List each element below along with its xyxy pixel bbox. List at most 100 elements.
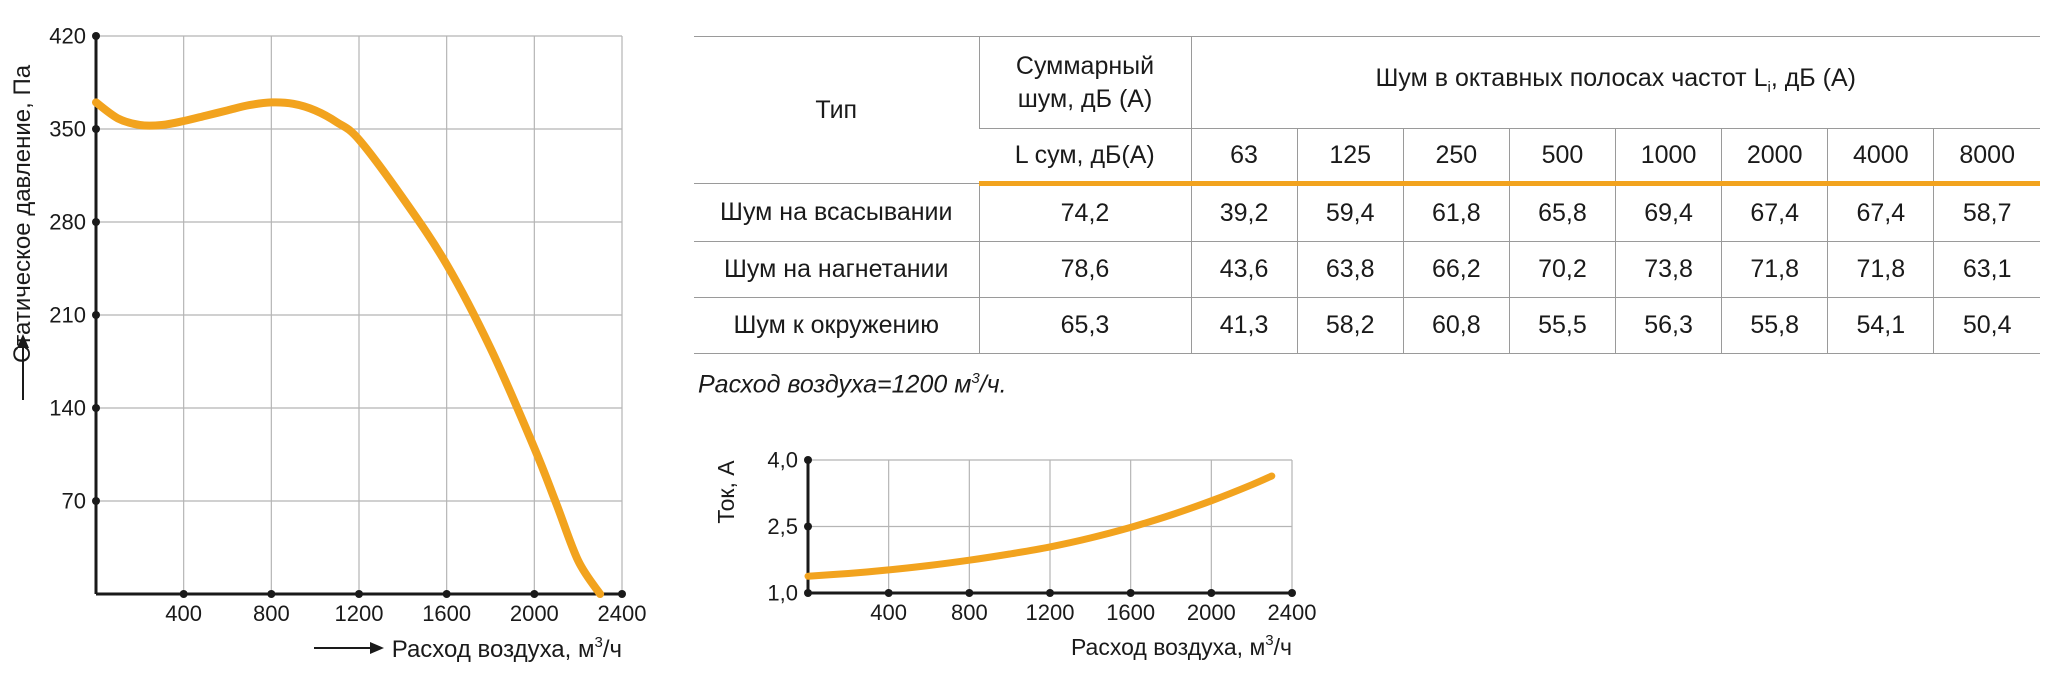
pressure-axis-marks: 400 800 1200 1600 2000 2400 70 140 210 280 350 420 <box>49 24 646 626</box>
cell: 58,7 <box>1933 183 2040 242</box>
pressure-ylabel: Статическое давление, Па <box>9 64 36 363</box>
header-octave: Шум в октавных полосах частот Li, дБ (А) <box>1190 36 2040 129</box>
x-tick-dot <box>618 590 626 598</box>
x-tick-label: 2000 <box>1187 600 1236 625</box>
cell: 61,8 <box>1402 183 1510 242</box>
y-tick-dot <box>92 404 100 412</box>
header-type: Тип <box>694 36 979 184</box>
y-tick-dot <box>92 32 100 40</box>
cell: 39,2 <box>1190 183 1298 242</box>
pressure-curve <box>92 98 605 598</box>
cell: 50,4 <box>1933 297 2040 354</box>
current-ylabel: Ток, А <box>713 460 739 524</box>
header-freq: 125 <box>1296 128 1404 186</box>
y-tick-dot <box>92 311 100 319</box>
x-tick-dot <box>965 589 974 597</box>
x-tick-label: 800 <box>253 601 290 626</box>
y-tick-label: 4,0 <box>767 448 798 473</box>
x-tick-label: 400 <box>165 601 202 626</box>
y-tick-label: 280 <box>49 210 86 235</box>
cell: 41,3 <box>1190 297 1298 354</box>
header-lsum: L сум, дБ(А) <box>979 128 1191 186</box>
y-tick-label: 70 <box>62 489 86 514</box>
x-tick-label: 800 <box>951 600 988 625</box>
cell: 65,8 <box>1508 183 1616 242</box>
header-freq: 8000 <box>1933 128 2040 186</box>
y-tick-label: 350 <box>49 117 86 142</box>
x-tick-label: 1600 <box>422 601 471 626</box>
x-tick-dot <box>1046 589 1054 597</box>
x-tick-label: 1600 <box>1106 600 1155 625</box>
header-freq: 2000 <box>1721 128 1828 186</box>
x-tick-label: 2400 <box>1268 600 1317 625</box>
row-name: Шум на нагнетании <box>694 241 979 298</box>
row-total: 74,2 <box>978 183 1191 242</box>
y-tick-dot <box>92 497 100 505</box>
x-tick-dot <box>179 590 188 598</box>
x-tick-dot <box>884 589 893 597</box>
header-freq: 250 <box>1402 128 1510 186</box>
row-total: 65,3 <box>978 297 1191 354</box>
pressure-grid <box>96 35 623 594</box>
header-total: Суммарный шум, дБ (А) <box>978 36 1191 129</box>
cell: 67,4 <box>1721 183 1828 242</box>
header-freq: 1000 <box>1614 128 1722 186</box>
y-tick-label: 1,0 <box>767 581 798 606</box>
current-axis-marks: 400 800 1200 1600 2000 2400 1,0 2,5 4,0 <box>767 448 1316 625</box>
y-tick-label: 420 <box>49 24 86 49</box>
x-tick-dot <box>1288 589 1296 597</box>
cell: 69,4 <box>1614 183 1722 242</box>
cell: 63,8 <box>1296 241 1404 298</box>
cell: 71,8 <box>1721 241 1828 298</box>
cell: 67,4 <box>1827 183 1934 242</box>
cell: 63,1 <box>1933 241 2040 298</box>
cell: 73,8 <box>1614 241 1722 298</box>
cell: 55,8 <box>1721 297 1828 354</box>
header-freq: 500 <box>1508 128 1616 186</box>
pressure-xlabel: Расход воздуха, м3/ч <box>392 634 622 663</box>
y-tick-label: 210 <box>49 303 86 328</box>
x-tick-dot <box>1126 589 1135 597</box>
cell: 54,1 <box>1827 297 1934 354</box>
x-tick-label: 2000 <box>510 601 559 626</box>
cell: 56,3 <box>1614 297 1722 354</box>
row-total: 78,6 <box>978 241 1191 298</box>
x-tick-label: 400 <box>870 600 907 625</box>
x-tick-label: 2400 <box>598 601 647 626</box>
pressure-y-arrow <box>17 334 29 400</box>
cell: 70,2 <box>1508 241 1616 298</box>
y-tick-dot <box>804 456 812 464</box>
cell: 60,8 <box>1402 297 1510 354</box>
y-tick-label: 140 <box>49 396 86 421</box>
row-name: Шум на всасывании <box>694 183 979 242</box>
current-xlabel: Расход воздуха, м3/ч <box>1071 632 1292 660</box>
table-row: Шум на нагнетании 78,6 43,6 63,8 66,2 70… <box>694 241 2040 298</box>
cell: 59,4 <box>1296 183 1404 242</box>
x-tick-dot <box>442 590 451 598</box>
cell: 43,6 <box>1190 241 1298 298</box>
table-row: Шум на всасывании 74,2 39,2 59,4 61,8 65… <box>694 183 2040 242</box>
y-tick-label: 2,5 <box>767 514 798 539</box>
noise-table: Тип Суммарный шум, дБ (А) Шум в октавных … <box>694 36 2040 354</box>
table-row: Шум к окружению 65,3 41,3 58,2 60,8 55,5… <box>694 297 2040 354</box>
pressure-chart: 400 800 1200 1600 2000 240070140210280350420 … <box>9 24 646 663</box>
current-curve <box>804 472 1276 580</box>
cell: 58,2 <box>1296 297 1404 354</box>
header-freq: 63 <box>1190 128 1298 186</box>
cell: 55,5 <box>1508 297 1616 354</box>
row-name: Шум к окружению <box>694 297 979 354</box>
airflow-note: Расход воздуха=1200 м3/ч. <box>698 370 1007 399</box>
y-tick-dot <box>804 589 812 597</box>
pressure-x-arrow <box>314 642 384 654</box>
x-tick-dot <box>1207 589 1216 597</box>
cell: 66,2 <box>1402 241 1510 298</box>
x-tick-dot <box>530 590 539 598</box>
x-tick-label: 1200 <box>1026 600 1075 625</box>
y-tick-dot <box>804 522 812 531</box>
x-tick-dot <box>267 590 276 598</box>
x-tick-label: 1200 <box>335 601 384 626</box>
y-tick-dot <box>92 125 100 133</box>
y-tick-dot <box>92 218 100 226</box>
current-chart: 400 800 1200 1600 2000 2400 1,0 2,5 4,0 Ток, А Р… <box>713 448 1316 660</box>
cell: 71,8 <box>1827 241 1934 298</box>
